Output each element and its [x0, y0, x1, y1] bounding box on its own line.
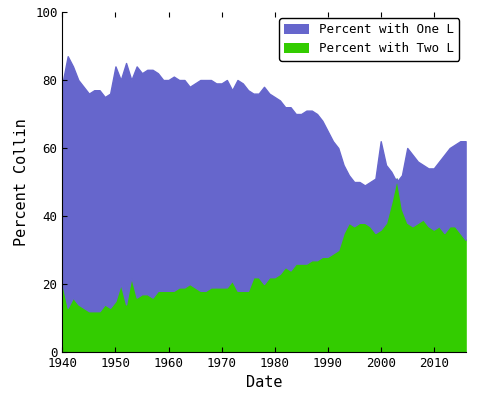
Legend: Percent with One L, Percent with Two L: Percent with One L, Percent with Two L	[279, 18, 459, 60]
X-axis label: Date: Date	[246, 376, 282, 390]
Y-axis label: Percent Collin: Percent Collin	[14, 118, 29, 246]
